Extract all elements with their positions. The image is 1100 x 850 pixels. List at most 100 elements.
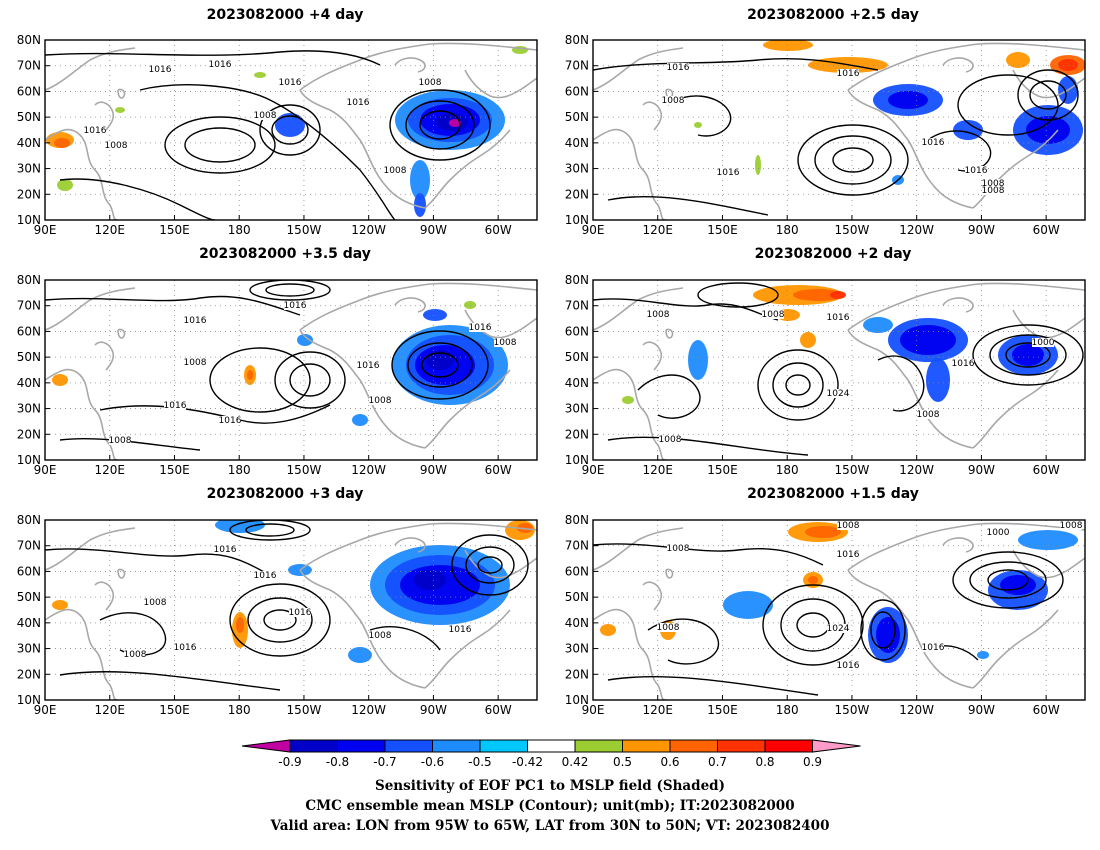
contour-label-bg	[837, 521, 859, 530]
colorbar-segment	[574, 739, 623, 753]
sensitivity-shading	[410, 160, 430, 200]
lat-tick-label: 30N	[17, 402, 41, 416]
map-frame	[44, 279, 538, 461]
lat-tick-label: 10N	[17, 693, 41, 707]
contour-label: 1016	[174, 643, 197, 653]
lat-tick-label: 80N	[565, 33, 589, 47]
lat-tick-label: 50N	[17, 110, 41, 124]
mslp-contour	[209, 347, 311, 413]
lon-tick-label: 90E	[582, 223, 605, 237]
mslp-contour	[697, 282, 779, 308]
sensitivity-shading	[348, 647, 372, 663]
mslp-contour	[247, 597, 313, 643]
contour-label-bg	[124, 650, 146, 659]
sensitivity-shading	[830, 291, 846, 299]
lat-tick-label: 30N	[565, 162, 589, 176]
panel-title-2: 2023082000 +2.5 day	[747, 7, 919, 23]
coastline	[299, 42, 537, 91]
contour-label-bg	[917, 410, 939, 419]
lat-tick-label: 40N	[565, 136, 589, 150]
coastline	[424, 129, 511, 209]
mslp-contour	[265, 283, 315, 297]
coastline	[593, 368, 667, 460]
lat-tick-label: 10N	[17, 453, 41, 467]
lat-tick-label: 60N	[565, 564, 589, 578]
contour-label-bg	[357, 361, 379, 370]
coastline	[593, 527, 684, 571]
mslp-contour	[667, 95, 732, 137]
sensitivity-shading	[1026, 116, 1070, 144]
coastline	[299, 569, 426, 689]
lon-tick-label: 150W	[835, 463, 870, 477]
mslp-contour	[274, 351, 346, 409]
contour-label: 1016	[289, 608, 312, 618]
sensitivity-shading	[275, 113, 305, 137]
lon-tick-label: 90E	[34, 703, 57, 717]
mslp-contour	[860, 599, 906, 661]
colorbar-segment	[717, 739, 766, 753]
sensitivity-shading	[876, 617, 900, 653]
mslp-contour	[957, 74, 1059, 136]
colorbar-segment	[479, 739, 528, 753]
contour-label: 1008	[762, 310, 785, 320]
contour-label: 1008	[1060, 521, 1083, 531]
mslp-contour	[593, 57, 879, 71]
coastline	[45, 128, 119, 220]
colorbar: -0.9 -0.8 -0.7 -0.6 -0.5 -0.42 0.42 0.5 0.6 0.7 0.…	[241, 739, 861, 769]
contour-label-bg	[657, 623, 679, 632]
contour-label: 1016	[922, 643, 945, 653]
lat-tick-label: 10N	[17, 213, 41, 227]
lon-tick-label: 150E	[707, 703, 738, 717]
colorbar-segment	[669, 739, 718, 753]
lon-tick-label: 90W	[968, 223, 995, 237]
colorbar-segment	[384, 739, 433, 753]
sensitivity-shading	[1018, 530, 1078, 550]
lat-tick-label: 20N	[565, 667, 589, 681]
lat-tick-label: 40N	[565, 376, 589, 390]
sensitivity-shading	[900, 325, 956, 355]
contour-label: 1008	[494, 338, 517, 348]
panel-title-6: 2023082000 +1.5 day	[747, 486, 919, 502]
contour-label-bg	[369, 396, 391, 405]
colorbar-right-arrow	[812, 739, 861, 753]
coastline	[665, 328, 674, 339]
coastline	[394, 57, 426, 73]
lon-tick-label: 120E	[642, 703, 673, 717]
sensitivity-shading	[1000, 575, 1036, 595]
contour-label-bg	[1060, 521, 1082, 530]
contour-label: 1008	[667, 544, 690, 554]
mslp-contour	[607, 196, 769, 216]
lat-tick-label: 30N	[565, 402, 589, 416]
lat-tick-label: 50N	[565, 350, 589, 364]
lat-tick-label: 70N	[565, 59, 589, 73]
contour-label: 1016	[827, 313, 850, 323]
lon-tick-label: 150E	[707, 223, 738, 237]
contour-label-bg	[982, 179, 1004, 188]
contour-label: 1016	[837, 550, 860, 560]
coastline	[847, 42, 1085, 91]
lat-tick-label: 20N	[17, 667, 41, 681]
lat-tick-label: 50N	[17, 350, 41, 364]
contour-label: 1008	[982, 186, 1005, 196]
mslp-contour	[772, 362, 824, 408]
contour-label-bg	[827, 389, 849, 398]
sensitivity-shading	[52, 600, 68, 610]
coastline	[972, 369, 1059, 449]
sensitivity-shading	[254, 72, 266, 78]
lon-tick-label: 60W	[485, 463, 512, 477]
contour-label-bg	[144, 598, 166, 607]
contour-label-bg	[105, 141, 127, 150]
sensitivity-shading	[449, 119, 461, 127]
lat-tick-label: 40N	[17, 376, 41, 390]
map-panel-3: 1016101610081016101610161016100810081008…	[17, 273, 538, 477]
mslp-contour	[785, 374, 811, 396]
lon-tick-label: 150W	[835, 703, 870, 717]
lat-tick-label: 70N	[17, 299, 41, 313]
lat-tick-label: 10N	[565, 453, 589, 467]
map-panel-2: 1016 1016 1008 1016 1008 1016 1016 1008 80N 70N 60…	[565, 33, 1086, 237]
contour-label-bg	[254, 111, 276, 120]
colorbar-segment	[527, 739, 576, 753]
colorbar-label: -0.9	[278, 755, 301, 769]
panel-title-4: 2023082000 +2 day	[754, 246, 912, 262]
lon-tick-label: 120E	[642, 223, 673, 237]
